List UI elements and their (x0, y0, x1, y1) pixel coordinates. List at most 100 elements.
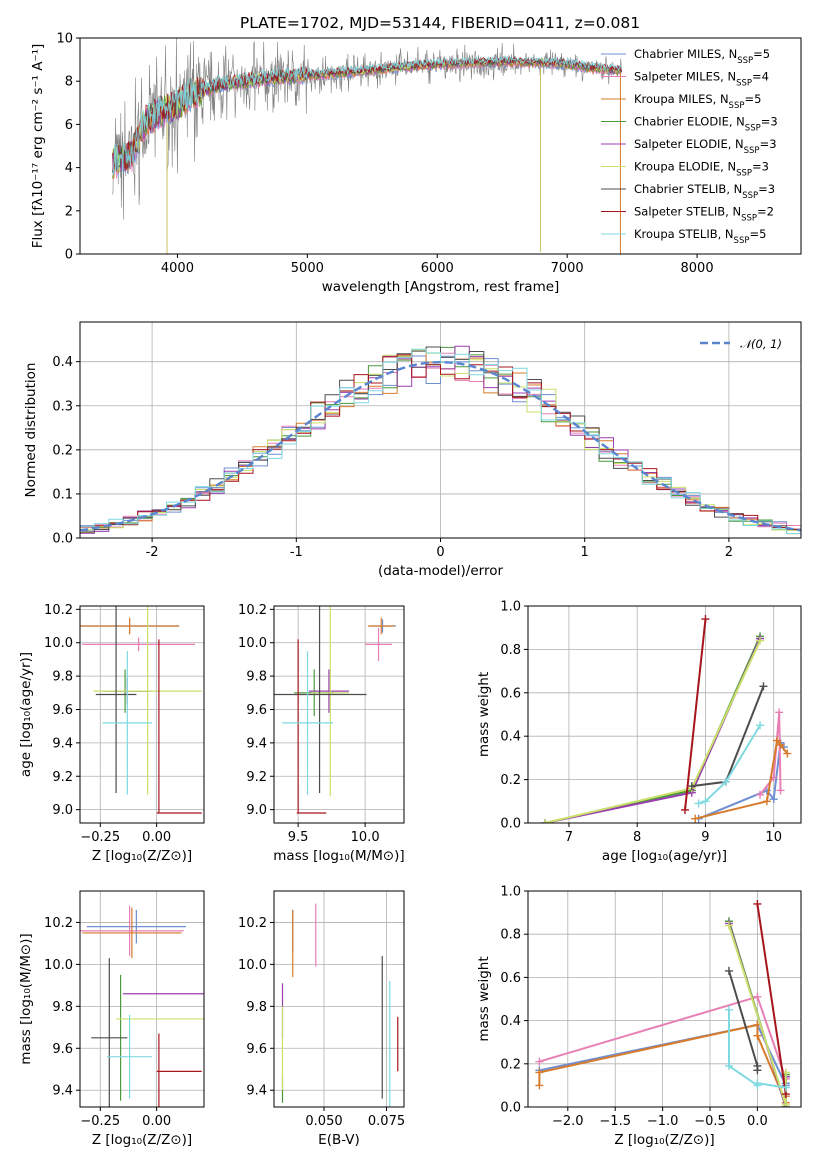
age_vs_mass-frame (273, 605, 405, 824)
weight_vs_age-y-ticks: 0.0 0.2 0.4 0.6 0.8 1.0 (500, 600, 528, 832)
y-tick-label: 1.0 (500, 600, 521, 615)
weight_vs_z-y-ticks: 0.0 0.2 0.4 0.6 0.8 1.0 (500, 885, 528, 1116)
weight_vs_age-y-label: mass weight (476, 672, 492, 757)
ssp-marker-chab-stelib (753, 1066, 762, 1075)
mass_vs_ebv-x-label: E(B-V) (318, 1132, 360, 1148)
spectrum-x-ticks: 4000 5000 6000 7000 8000 (161, 254, 714, 276)
age_vs_mass-x-ticks: 9.5 10.0 (288, 823, 380, 845)
y-tick-label: 9.2 (52, 770, 73, 785)
ssp-marker-krou-stelib (701, 797, 710, 806)
y-tick-label: 10.2 (238, 603, 267, 618)
weight_vs_age-frame (527, 605, 802, 824)
y-tick-label: 9.8 (246, 670, 267, 685)
y-tick-label: 0.0 (500, 817, 521, 832)
y-tick-label: 9.8 (52, 670, 73, 685)
ssp-marker-krou-miles (776, 740, 785, 749)
mass_vs_z-frame (79, 890, 205, 1108)
x-tick-label: 6000 (421, 261, 454, 276)
x-tick-label: −0.5 (694, 1114, 726, 1129)
x-tick-label: 8000 (681, 261, 714, 276)
legend-entry-salp-stelib: Salpeter STELIB, NSSP=2 (634, 205, 774, 224)
y-tick-label: 0.2 (500, 773, 521, 788)
spectrum-panel: 4000 5000 6000 7000 8000 0 2 4 6 8 10 wavelength [A… (30, 32, 802, 295)
y-tick-label: 0.4 (52, 355, 73, 370)
y-tick-label: 9.0 (52, 803, 73, 818)
ssp-marker-salp-miles (776, 786, 785, 795)
weight_vs_age-x-ticks: 7 8 9 10 (565, 823, 782, 845)
x-tick-label: −1.5 (599, 1114, 631, 1129)
x-tick-label: −0.25 (80, 830, 120, 845)
x-tick-label: 0 (436, 545, 444, 560)
y-tick-label: 10.0 (238, 958, 267, 973)
x-tick-label: 0.00 (142, 1114, 171, 1129)
y-tick-label: 6 (65, 118, 73, 133)
legend-entry-krou-stelib: Kroupa STELIB, NSSP=5 (634, 227, 766, 246)
ssp-marker-krou-stelib (756, 721, 765, 730)
gaussian-reference-line (80, 360, 801, 532)
y-tick-label: 9.6 (246, 1042, 267, 1057)
y-tick-label: 8 (65, 75, 73, 90)
y-tick-label: 9.6 (52, 703, 73, 718)
weight_vs_z-frame (527, 890, 802, 1108)
ssp-marker-chab-miles (769, 795, 778, 804)
age_vs_mass-panel: 9.5 10.0 9.0 9.2 9.4 9.6 9.8 10.0 10.2 mass [log₁… (238, 603, 405, 864)
y-tick-label: 10.0 (44, 958, 73, 973)
legend-entry-krou-miles: Kroupa MILES, NSSP=5 (634, 92, 761, 111)
x-tick-label: 9 (701, 830, 709, 845)
y-tick-label: 10 (56, 32, 73, 47)
ssp-marker-krou-elodie (541, 819, 550, 823)
x-tick-label: −2.0 (552, 1114, 584, 1129)
spectrum-y-label: Flux [fλ10⁻¹⁷ erg cm⁻² s⁻¹ A⁻¹] (30, 44, 46, 249)
y-tick-label: 9.8 (246, 1000, 267, 1015)
y-tick-label: 0.2 (500, 1057, 521, 1072)
y-tick-label: 10.0 (238, 636, 267, 651)
weight_vs_age-x-label: age [log₁₀(age/yr)] (602, 848, 727, 864)
y-tick-label: 4 (65, 161, 73, 176)
x-tick-label: 9.5 (288, 830, 309, 845)
legend-entry-salp-elodie: Salpeter ELODIE, NSSP=3 (634, 137, 777, 156)
ssp-marker-krou-miles (535, 1081, 544, 1090)
ssp-marker-krou-stelib (724, 1061, 733, 1070)
model-spectrum-krou-stelib (112, 55, 622, 175)
weight_vs_z-y-label: mass weight (476, 956, 492, 1041)
x-tick-label: −0.25 (80, 1114, 120, 1129)
ssp-marker-chab-stelib (687, 782, 696, 791)
age_vs_z-y-label: age [log₁₀(age/yr)] (18, 652, 34, 777)
residuals-y-label: Normed distribution (23, 363, 39, 498)
y-tick-label: 0.0 (52, 532, 73, 547)
ssp-marker-krou-miles (691, 814, 700, 823)
mass_vs_ebv-x-ticks: 0.050 0.075 (305, 1107, 405, 1129)
weight_vs_age-plot-area (541, 615, 792, 823)
age_vs_z-panel: −0.25 0.00 9.0 9.2 9.4 9.6 9.8 10.0 10.2 Z [log₁₀… (18, 603, 205, 864)
y-tick-label: 0 (65, 248, 73, 263)
x-tick-label: 0.0 (747, 1114, 768, 1129)
age_vs_mass-grid (274, 606, 404, 823)
y-tick-label: 10.0 (44, 636, 73, 651)
y-tick-label: 9.4 (246, 736, 267, 751)
spectrum-legend: Chabrier MILES, NSSP=5 Salpeter MILES, NS… (601, 47, 778, 246)
mass_vs_ebv-grid (274, 891, 404, 1107)
y-tick-label: 0.8 (500, 643, 521, 658)
age_vs_z-x-ticks: −0.25 0.00 (80, 823, 171, 845)
y-tick-label: 9.8 (52, 1000, 73, 1015)
y-tick-label: 0.6 (500, 686, 521, 701)
mass_vs_z-x-label: Z [log₁₀(Z/Z⊙)] (92, 1132, 192, 1148)
x-tick-label: 10 (765, 830, 782, 845)
y-tick-label: 9.4 (52, 1084, 73, 1099)
y-tick-label: 10.2 (238, 916, 267, 931)
y-tick-label: 9.6 (52, 1042, 73, 1057)
weight_vs_z-x-ticks: −2.0 −1.5 −1.0 −0.5 0.0 (552, 1107, 768, 1129)
y-tick-label: 9.2 (246, 770, 267, 785)
y-tick-label: 0.4 (500, 730, 521, 745)
legend-entry-chab-stelib: Chabrier STELIB, NSSP=3 (634, 182, 775, 201)
weight_vs_age-panel: 7 8 9 10 0.0 0.2 0.4 0.6 0.8 1.0 age [log₁₀(age/yr… (476, 600, 802, 864)
x-tick-label: −1.0 (647, 1114, 679, 1129)
mass_vs_ebv-frame (273, 890, 405, 1108)
age_vs_z-x-label: Z [log₁₀(Z/Z⊙)] (92, 848, 192, 864)
ssp-marker-salp-stelib (701, 615, 710, 624)
spectrum-frame (79, 37, 802, 255)
mass_vs_z-y-ticks: 9.4 9.6 9.8 10.0 10.2 (44, 916, 80, 1099)
ssp-marker-krou-elodie (724, 921, 733, 930)
x-tick-label: -1 (290, 545, 303, 560)
